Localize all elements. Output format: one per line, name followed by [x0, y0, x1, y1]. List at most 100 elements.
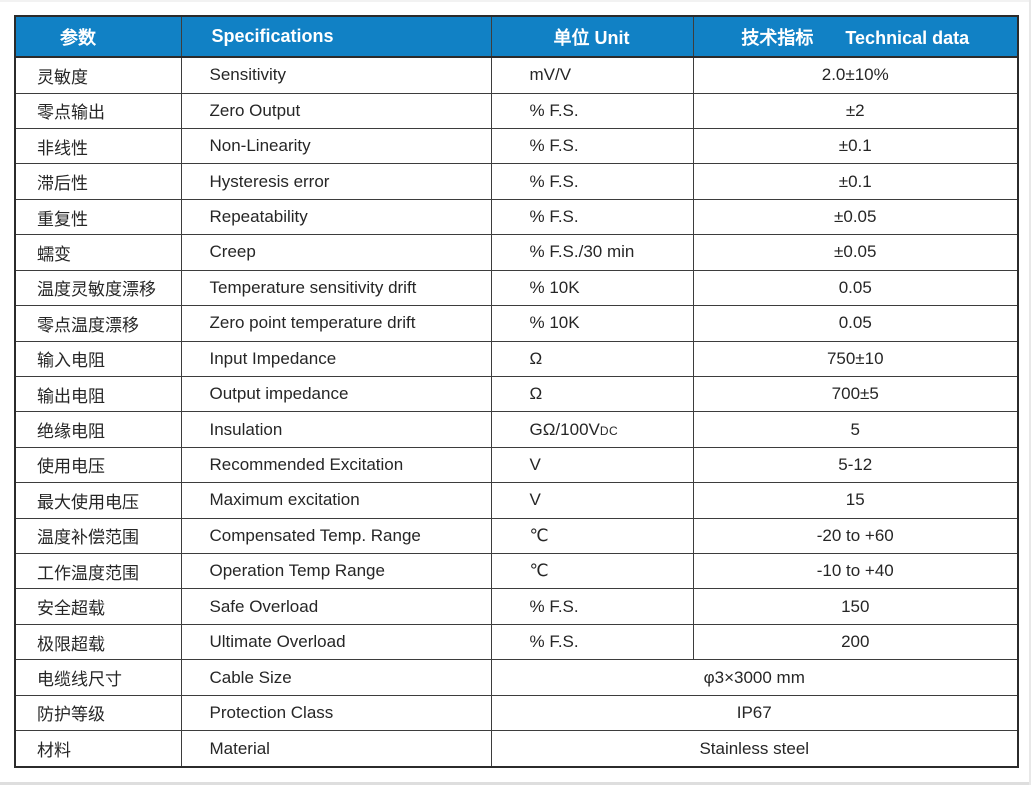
- merged-value-cell: IP67: [490, 694, 1019, 732]
- spec-en-cell: Recommended Excitation: [180, 446, 492, 484]
- table-row: 输入电阻 Input Impedance Ω 750±10: [14, 340, 1019, 377]
- param-cn-cell: 滞后性: [14, 163, 182, 200]
- value-cell: 200: [692, 623, 1019, 661]
- table-row: 重复性 Repeatability% F.S. ±0.05: [14, 198, 1019, 236]
- unit-cell: V: [490, 446, 694, 484]
- spec-en-cell: Output impedance: [180, 375, 492, 413]
- param-cn-cell: 使用电压: [14, 446, 182, 484]
- param-cn-cell: 绝缘电阻: [14, 411, 182, 448]
- value-cell: 15: [692, 482, 1019, 519]
- spec-en-cell: Temperature sensitivity drift: [180, 269, 492, 307]
- param-cn-cell: 最大使用电压: [14, 482, 182, 519]
- param-cn-cell: 防护等级: [14, 694, 182, 732]
- header-technical-data: 技术指标 Technical data: [692, 15, 1019, 58]
- spec-en-cell: Creep: [180, 234, 492, 271]
- param-cn-cell: 电缆线尺寸: [14, 659, 182, 696]
- param-cn-cell: 工作温度范围: [14, 553, 182, 590]
- param-cn-cell: 输入电阻: [14, 340, 182, 377]
- table-row: 温度灵敏度漂移 Temperature sensitivity drift% 10…: [14, 269, 1019, 307]
- param-cn-cell: 温度补偿范围: [14, 517, 182, 555]
- param-cn-cell: 材料: [14, 730, 182, 768]
- value-cell: 0.05: [692, 269, 1019, 307]
- table-row: 绝缘电阻 Insulation GΩ/100VDC 5: [14, 411, 1019, 448]
- table-row: 极限超载 Ultimate Overload% F.S. 200: [14, 623, 1019, 661]
- merged-value-cell: Stainless steel: [490, 730, 1019, 768]
- value-cell: ±0.05: [692, 234, 1019, 271]
- unit-subscript: DC: [599, 423, 619, 438]
- unit-cell: % F.S.: [490, 588, 694, 625]
- unit-cell: V: [490, 482, 694, 519]
- unit-cell: % F.S.: [490, 198, 694, 236]
- value-cell: 5-12: [692, 446, 1019, 484]
- table-row: 使用电压 Recommended Excitation V 5-12: [14, 446, 1019, 484]
- table-row: 非线性 Non-Linearity% F.S. ±0.1: [14, 127, 1019, 165]
- param-cn-cell: 温度灵敏度漂移: [14, 269, 182, 307]
- specs-table: 参数 Specifications 单位 Unit 技术指标 Technical …: [14, 15, 1019, 768]
- spec-en-cell: Maximum excitation: [180, 482, 492, 519]
- header-row: 参数 Specifications 单位 Unit 技术指标 Technical …: [14, 15, 1019, 58]
- table-row: 输出电阻 Output impedance Ω 700±5: [14, 375, 1019, 413]
- unit-cell: % 10K: [490, 269, 694, 307]
- header-param: 参数: [14, 15, 182, 58]
- spec-en-cell: Repeatability: [180, 198, 492, 236]
- table-row: 电缆线尺寸 Cable Size φ3×3000 mm: [14, 659, 1019, 696]
- param-cn-cell: 安全超载: [14, 588, 182, 625]
- spec-en-cell: Zero Output: [180, 92, 492, 129]
- spec-en-cell: Sensitivity: [180, 56, 492, 94]
- table-row: 零点输出 Zero Output% F.S. ±2: [14, 92, 1019, 129]
- unit-cell: Ω: [490, 340, 694, 377]
- spec-en-cell: Hysteresis error: [180, 163, 492, 200]
- table-row: 滞后性 Hysteresis error% F.S. ±0.1: [14, 163, 1019, 200]
- table-row: 灵敏度 Sensitivity mV/V 2.0±10%: [14, 56, 1019, 94]
- table-row: 温度补偿范围 Compensated Temp. Range ℃ -20 to +60: [14, 517, 1019, 555]
- value-cell: 2.0±10%: [692, 56, 1019, 94]
- unit-cell: Ω: [490, 375, 694, 413]
- unit-cell: % F.S.: [490, 127, 694, 165]
- value-cell: 0.05: [692, 305, 1019, 342]
- value-cell: -10 to +40: [692, 553, 1019, 590]
- spec-en-cell: Non-Linearity: [180, 127, 492, 165]
- spec-en-cell: Compensated Temp. Range: [180, 517, 492, 555]
- param-cn-cell: 非线性: [14, 127, 182, 165]
- header-specifications: Specifications: [180, 15, 492, 58]
- specs-table-body: 灵敏度 Sensitivity mV/V 2.0±10% 零点输出 Zero Output…: [14, 56, 1019, 768]
- unit-cell: % 10K: [490, 305, 694, 342]
- value-cell: ±0.1: [692, 127, 1019, 165]
- param-cn-cell: 极限超载: [14, 623, 182, 661]
- spec-en-cell: Zero point temperature drift: [180, 305, 492, 342]
- unit-cell: ℃: [490, 517, 694, 555]
- specs-table-header: 参数 Specifications 单位 Unit 技术指标 Technical …: [14, 15, 1019, 58]
- unit-cell: % F.S./30 min: [490, 234, 694, 271]
- spec-en-cell: Insulation: [180, 411, 492, 448]
- unit-cell: % F.S.: [490, 623, 694, 661]
- table-row: 蠕变 Creep% F.S./30 min ±0.05: [14, 234, 1019, 271]
- spec-en-cell: Safe Overload: [180, 588, 492, 625]
- param-cn-cell: 零点温度漂移: [14, 305, 182, 342]
- param-cn-cell: 重复性: [14, 198, 182, 236]
- table-row: 材料 Material Stainless steel: [14, 730, 1019, 768]
- value-cell: ±0.05: [692, 198, 1019, 236]
- spec-en-cell: Ultimate Overload: [180, 623, 492, 661]
- spec-en-cell: Operation Temp Range: [180, 553, 492, 590]
- merged-value-cell: φ3×3000 mm: [490, 659, 1019, 696]
- unit-cell: % F.S.: [490, 92, 694, 129]
- unit-cell: GΩ/100VDC: [490, 411, 694, 448]
- value-cell: 750±10: [692, 340, 1019, 377]
- unit-cell: ℃: [490, 553, 694, 590]
- value-cell: 150: [692, 588, 1019, 625]
- param-cn-cell: 零点输出: [14, 92, 182, 129]
- value-cell: 5: [692, 411, 1019, 448]
- param-cn-cell: 蠕变: [14, 234, 182, 271]
- unit-cell: % F.S.: [490, 163, 694, 200]
- value-cell: 700±5: [692, 375, 1019, 413]
- table-row: 防护等级 Protection Class IP67: [14, 694, 1019, 732]
- spec-en-cell: Protection Class: [180, 694, 492, 732]
- header-unit: 单位 Unit: [490, 15, 694, 58]
- table-row: 工作温度范围 Operation Temp Range ℃ -10 to +40: [14, 553, 1019, 590]
- table-row: 零点温度漂移 Zero point temperature drift% 10K 0…: [14, 305, 1019, 342]
- spec-en-cell: Cable Size: [180, 659, 492, 696]
- header-technical-cn: 技术指标: [741, 27, 814, 48]
- value-cell: ±0.1: [692, 163, 1019, 200]
- value-cell: -20 to +60: [692, 517, 1019, 555]
